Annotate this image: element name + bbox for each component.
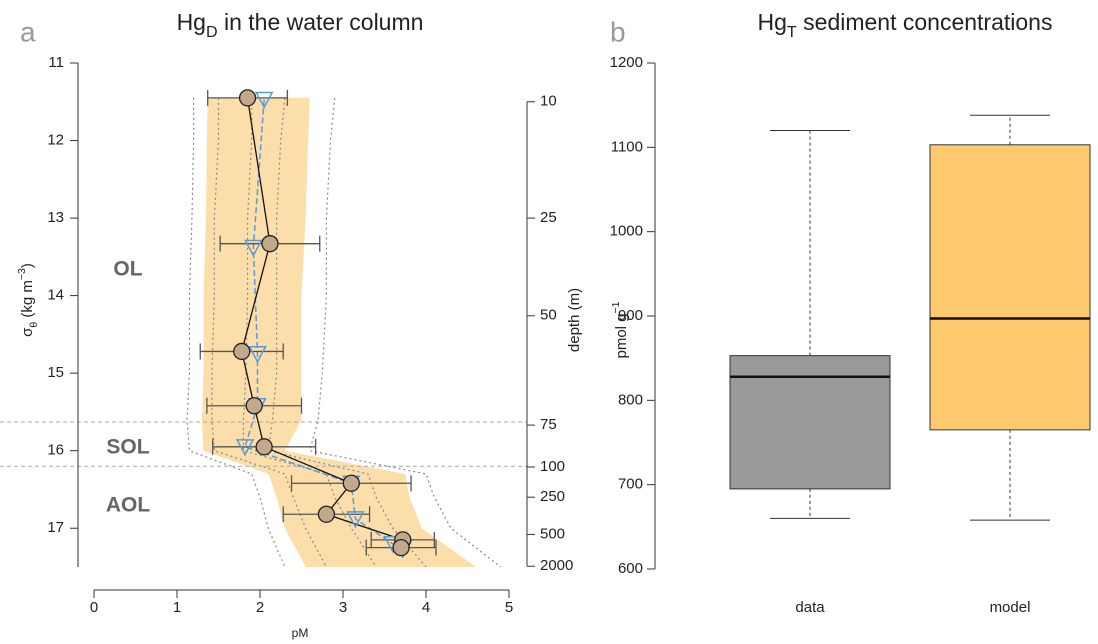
y-tick-label: 16 [47,442,64,459]
chart-title-part: in the water column [218,9,424,35]
model-point [244,239,263,258]
y-axis-label-part: (kg m [19,280,36,322]
y2-tick-label: 500 [540,525,565,542]
y-tick-label: 700 [618,476,643,493]
y-tick-label: 900 [618,307,643,324]
y2-tick-label: 25 [540,209,557,226]
y2-tick-label: 50 [540,307,557,324]
chart-title-part: Hg [177,9,206,35]
observed-point [261,235,279,253]
y-tick-label: 11 [48,54,64,71]
y2-tick-label: 2000 [540,557,573,574]
observed-point [317,505,336,523]
observed-point [245,397,263,415]
x-axis-label: pM [292,626,309,640]
y2-axis-label: depth (m) [566,288,583,352]
y-axis-label: pmol g−1 [610,301,630,358]
x-tick-label: 1 [173,599,181,616]
model-line [244,99,404,550]
x-tick-label: 4 [422,599,430,616]
y-tick-label: 1000 [610,223,643,240]
y-tick-label: 1200 [610,54,643,71]
observed-point [238,89,257,107]
observed-point [392,538,410,557]
layer-label: OL [113,258,142,281]
panel-label: a [20,16,36,47]
x-tick-label: data [795,599,825,616]
chart-title-part: T [787,23,797,41]
observed-point [255,438,273,456]
y-tick-label: 800 [618,391,643,408]
sensitivity-line [211,97,327,568]
chart-title-part: Hg [758,9,787,35]
model-point [248,346,267,364]
x-tick-label: 5 [505,599,513,616]
y-axis-label-part: σ [19,327,36,337]
sensitivity-line [242,97,377,568]
y-axis-label: σθ (kg m−3) [16,263,40,337]
model-point [346,511,365,529]
sensitivity-line [186,97,286,568]
model-point [235,439,255,457]
chart-title-part: D [206,23,218,41]
model-range [201,97,476,568]
y-tick-label: 15 [47,364,64,381]
y-axis-label-part: −3 [16,268,28,280]
x-tick-label: 3 [339,599,347,616]
y2-tick-label: 10 [540,93,557,110]
y-axis-label-part: ) [19,263,36,268]
chart-title: HgT sediment concentrations [758,9,1053,41]
y-tick-label: 13 [47,209,64,226]
x-tick-label: model [990,599,1031,616]
layer-label: AOL [106,494,151,517]
y-axis-label-part: −1 [610,301,622,313]
y-axis-label-part: θ [28,322,40,328]
panel-label: b [610,16,626,47]
y-tick-label: 12 [47,132,64,149]
chart-title-part: sediment concentrations [797,9,1053,35]
box [929,144,1091,431]
layer-label: SOL [106,436,149,459]
y-axis-label-part: pmol g [613,313,630,358]
observed-point [233,342,251,361]
y2-tick-label: 75 [540,416,557,433]
chart-title: HgD in the water column [177,9,424,41]
x-tick-label: 0 [90,599,98,616]
y-tick-label: 14 [47,287,64,304]
observed-point [342,474,360,492]
y2-tick-label: 250 [540,488,565,505]
y-tick-label: 1100 [611,138,643,155]
y-tick-label: 17 [47,519,64,536]
y2-tick-label: 100 [540,458,565,475]
model-point [254,91,274,110]
y-tick-label: 600 [618,560,643,577]
x-tick-label: 2 [256,599,264,616]
